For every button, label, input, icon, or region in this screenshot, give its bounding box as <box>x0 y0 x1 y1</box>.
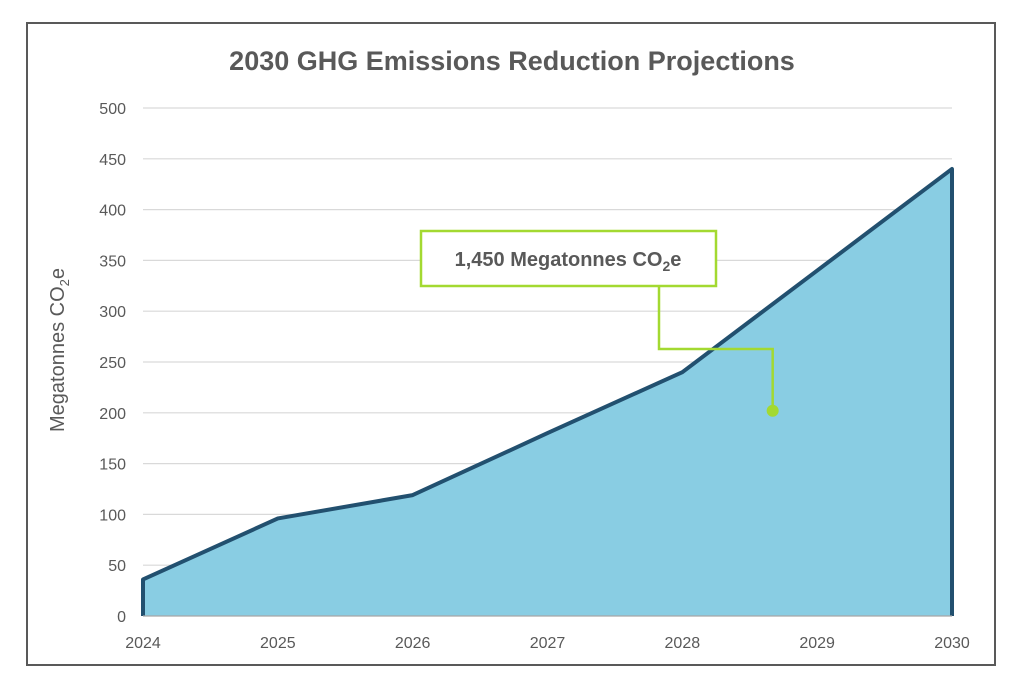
callout-text-suffix: e <box>670 249 681 271</box>
callout-leader-line <box>657 286 774 411</box>
callout-text: 1,450 Megatonnes CO2e <box>455 249 682 274</box>
y-tick-label: 0 <box>117 609 126 626</box>
series-area <box>141 166 954 617</box>
y-axis-label-main: Megatonnes CO <box>47 286 69 432</box>
callout-annotation: 1,450 Megatonnes CO2e <box>419 229 779 417</box>
y-tick-label: 200 <box>99 406 126 423</box>
y-tick-label: 450 <box>99 152 126 169</box>
area-fill <box>143 168 952 616</box>
y-tick-label: 500 <box>99 101 126 118</box>
x-tick-labels: 2024 2025 2026 2027 2028 2029 2030 <box>125 635 970 652</box>
y-tick-labels: 0 50 100 150 200 250 300 350 400 450 500 <box>99 101 126 626</box>
y-axis-label: Megatonnes CO2e <box>47 268 72 432</box>
callout-box <box>419 229 718 288</box>
callout-marker <box>766 404 779 417</box>
callout-text-subscript: 2 <box>662 258 670 274</box>
y-tick-label: 50 <box>108 558 126 575</box>
chart-title: 2030 GHG Emissions Reduction Projections <box>229 46 795 76</box>
y-tick-label: 150 <box>99 457 126 474</box>
x-tick-label: 2026 <box>395 635 431 652</box>
x-tick-label: 2029 <box>799 635 835 652</box>
x-tick-label: 2030 <box>934 635 970 652</box>
y-tick-label: 300 <box>99 304 126 321</box>
x-tick-label: 2027 <box>530 635 566 652</box>
x-tick-label: 2024 <box>125 635 161 652</box>
x-tick-label: 2028 <box>665 635 701 652</box>
callout-text-main: 1,450 Megatonnes CO <box>455 249 663 271</box>
y-axis-label-suffix: e <box>47 268 69 279</box>
y-tick-label: 250 <box>99 355 126 372</box>
y-tick-label: 400 <box>99 203 126 220</box>
y-axis-label-subscript: 2 <box>57 279 72 286</box>
y-tick-label: 350 <box>99 253 126 270</box>
x-tick-label: 2025 <box>260 635 296 652</box>
y-tick-label: 100 <box>99 507 126 524</box>
